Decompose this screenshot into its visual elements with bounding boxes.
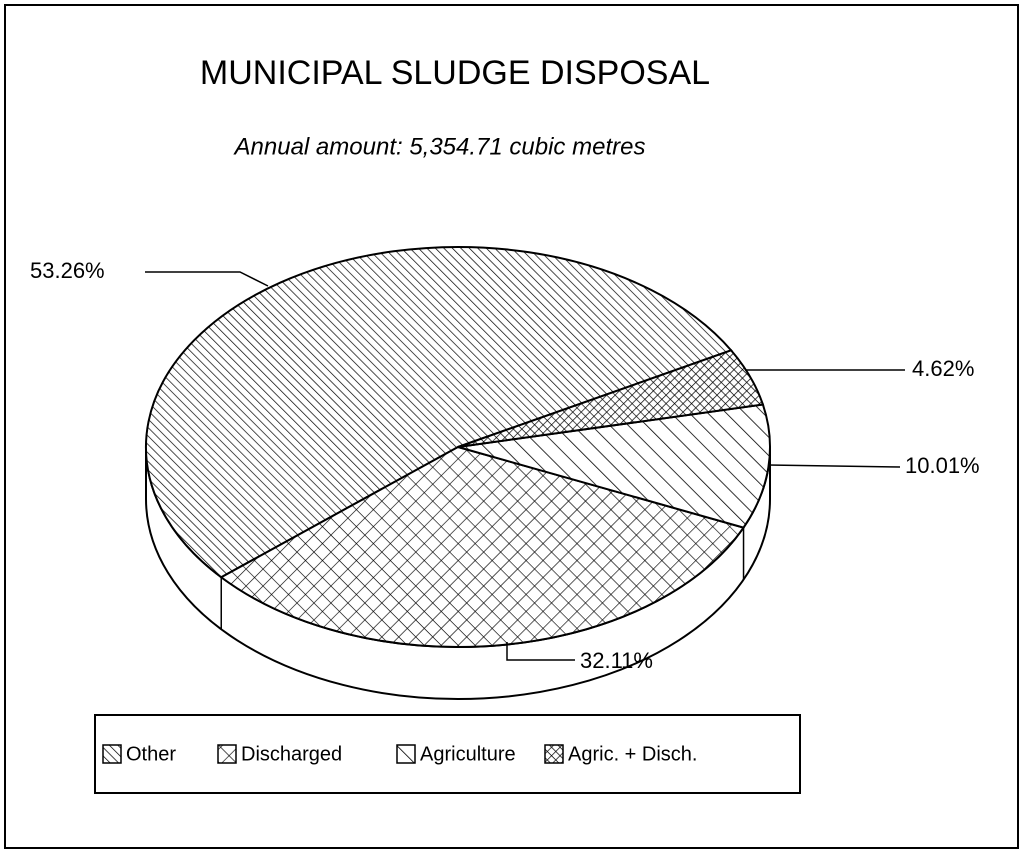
leader-line <box>145 271 269 287</box>
legend-label: Discharged <box>241 743 342 765</box>
legend-box <box>94 714 801 794</box>
pie-slice <box>457 349 765 448</box>
leader-line <box>506 642 575 661</box>
data-label: 53.26% <box>30 258 105 283</box>
leader-line <box>767 464 901 468</box>
data-label: 32.11% <box>580 648 653 673</box>
chart-title: MUNICIPAL SLUDGE DISPOSAL <box>200 54 710 92</box>
pie-slice <box>144 246 733 579</box>
legend-swatch <box>102 744 122 764</box>
legend-label: Agriculture <box>420 743 516 765</box>
legend-swatch <box>544 744 564 764</box>
pie-slice <box>219 445 746 648</box>
data-label: 10.01% <box>905 453 980 478</box>
legend-swatch <box>217 744 237 764</box>
data-label: 4.62% <box>912 356 974 381</box>
chart-subtitle: Annual amount: 5,354.71 cubic metres <box>233 133 646 160</box>
legend-swatch <box>396 744 416 764</box>
legend-label: Agric. + Disch. <box>568 743 697 765</box>
pie-slice <box>457 403 771 529</box>
legend-label: Other <box>126 743 176 765</box>
